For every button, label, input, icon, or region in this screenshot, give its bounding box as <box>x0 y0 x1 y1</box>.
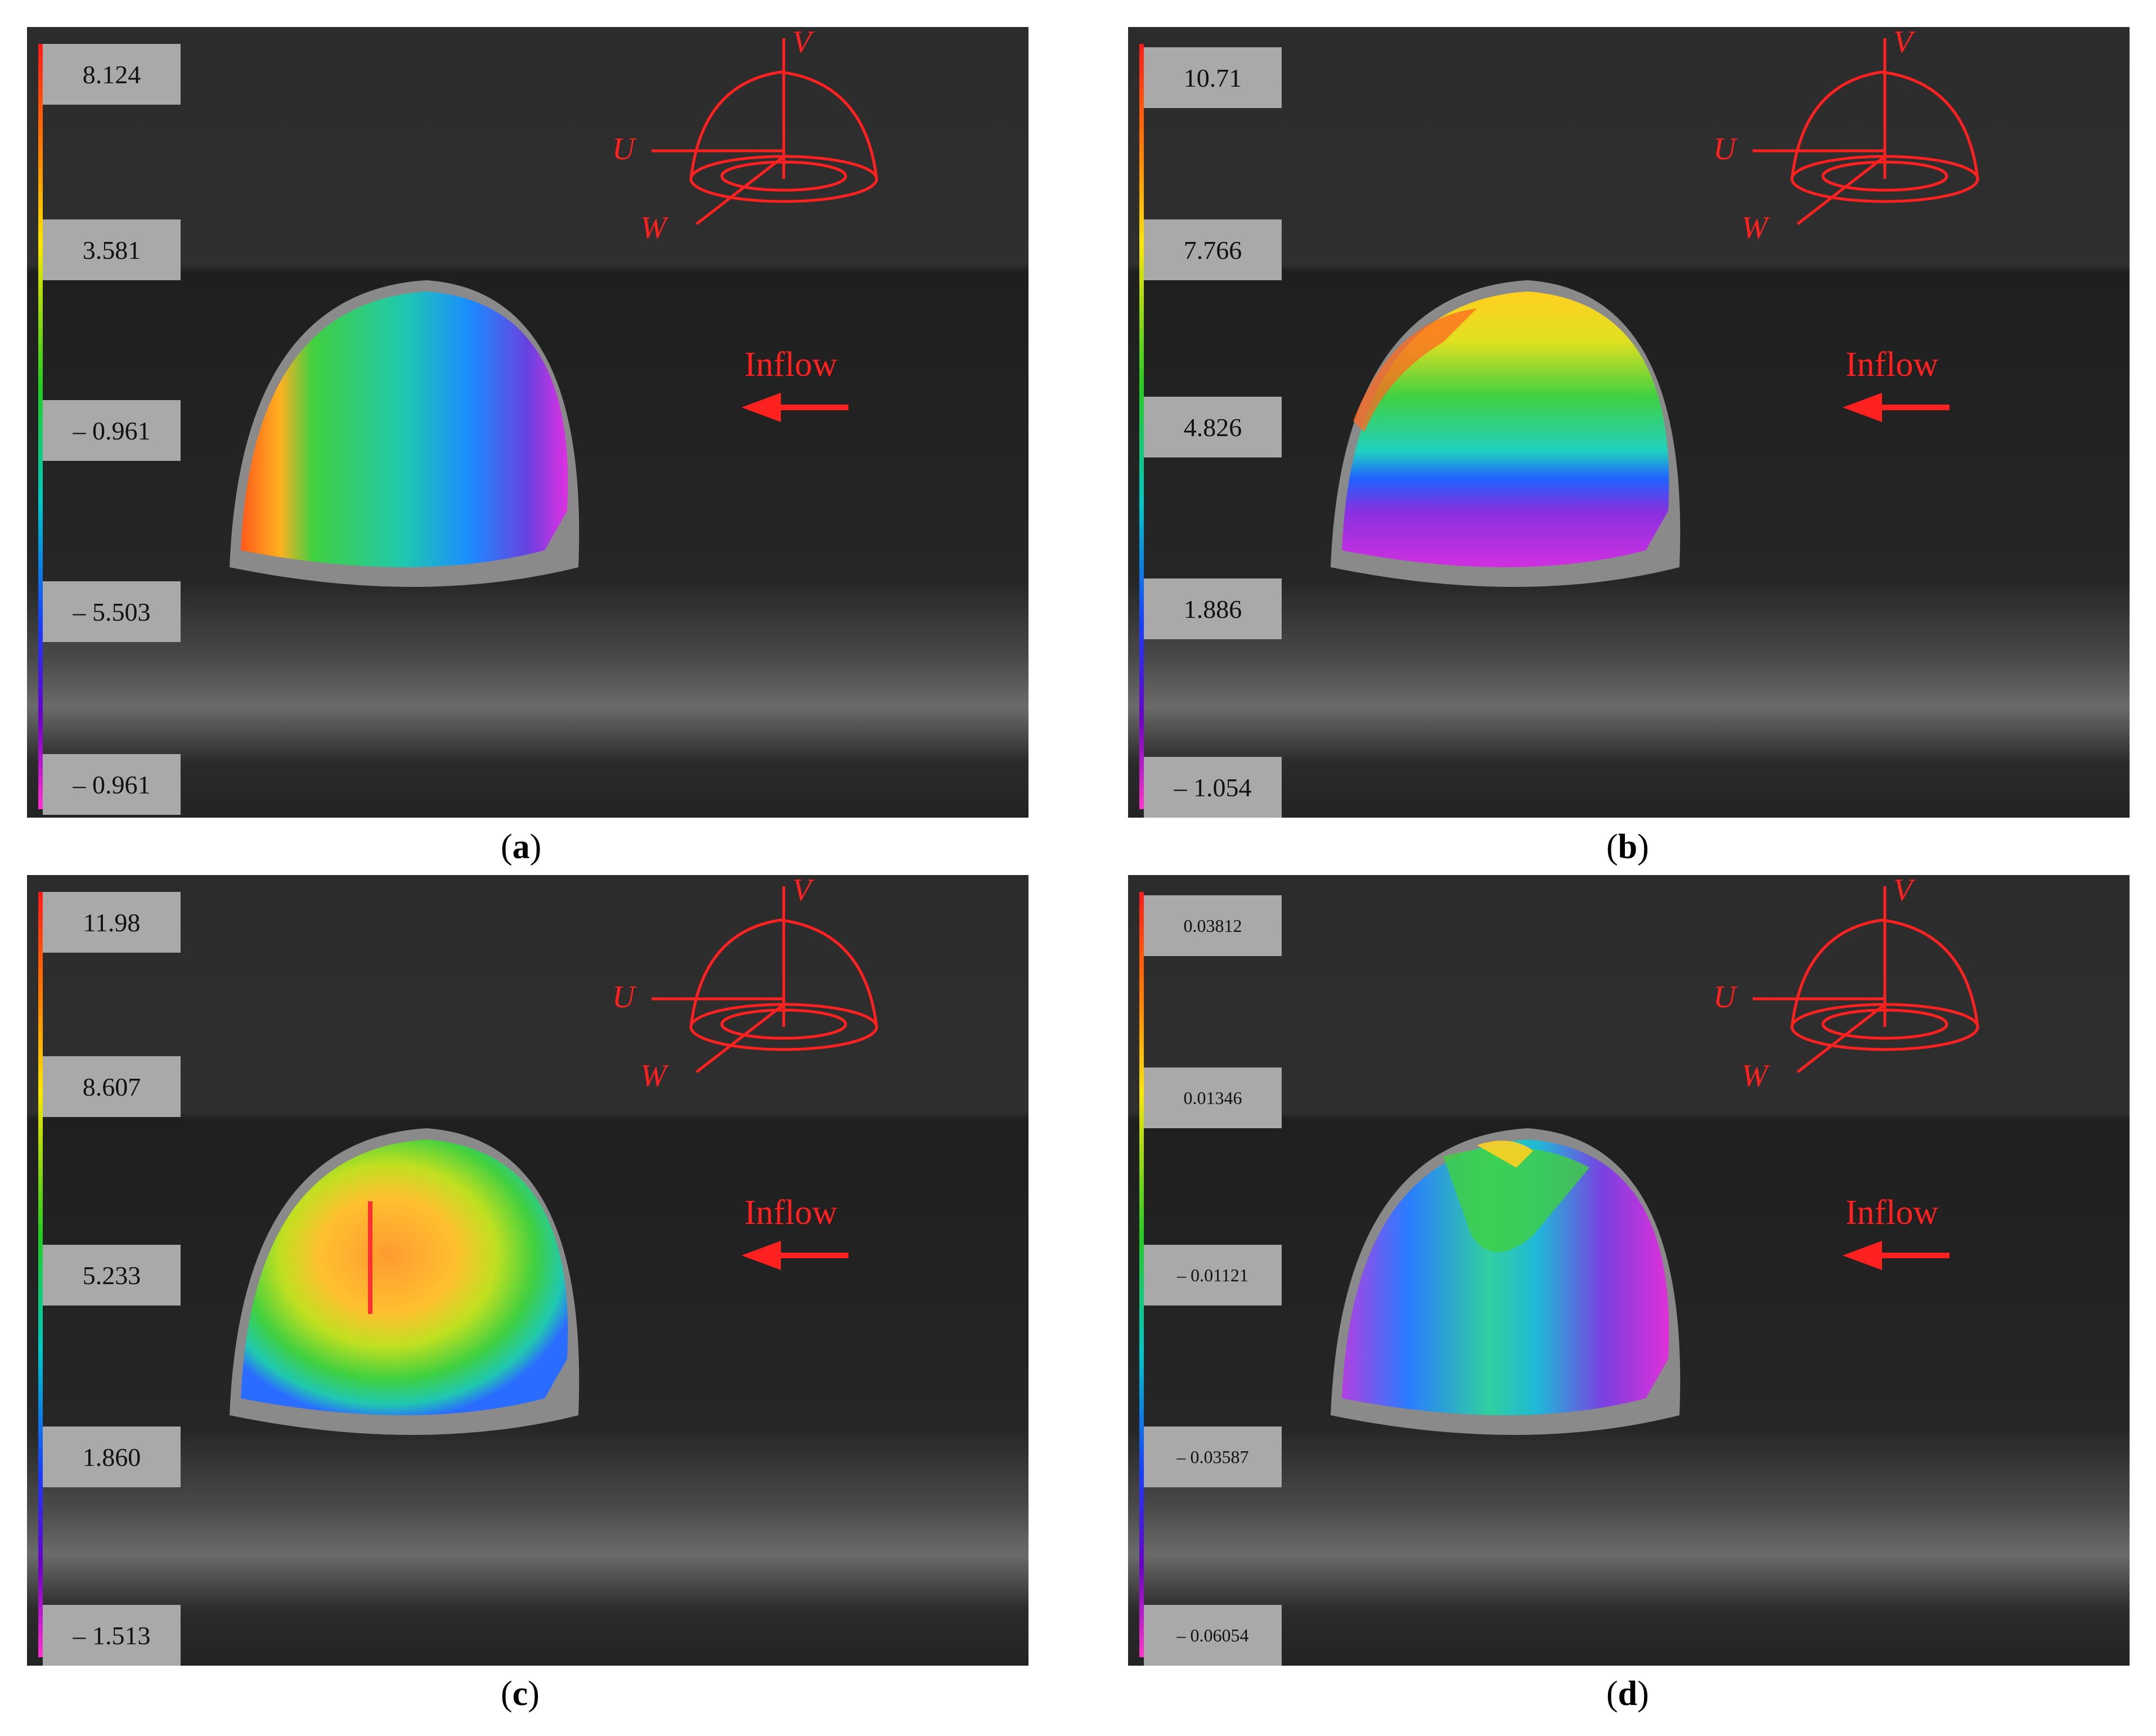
inflow-label: Inflow <box>1845 1194 1939 1232</box>
panel-c: V U W Inflow 11.98 8.607 5.233 1.860 – 1… <box>27 875 1028 1666</box>
legend-tick: – 0.01121 <box>1144 1245 1282 1306</box>
colorbar <box>1139 44 1144 809</box>
axis-w-label: W <box>1741 210 1770 245</box>
caption-d: (d) <box>1606 1675 1649 1713</box>
legend-tick: 4.826 <box>1144 397 1282 457</box>
axis-u-label: U <box>1713 132 1738 167</box>
axes-diagram-c: V U W <box>612 875 878 1270</box>
panel-b: V U W Inflow 10.71 7.766 4.826 1.886 – 1… <box>1128 27 2130 818</box>
dome-strain-field-a <box>230 280 580 587</box>
legend-tick: – 0.06054 <box>1144 1605 1282 1666</box>
legend-tick: – 0.961 <box>43 754 181 815</box>
legend-tick: 3.581 <box>43 219 181 280</box>
inflow-label: Inflow <box>744 1194 838 1232</box>
inflow-arrow-icon <box>1843 393 1882 422</box>
axis-w-label: W <box>640 210 669 245</box>
axis-w-label: W <box>640 1058 669 1093</box>
legend-tick: 1.886 <box>1144 578 1282 639</box>
legend-tick: 0.01346 <box>1144 1067 1282 1128</box>
colorbar <box>1139 892 1144 1657</box>
panel-a: V U W Inflow 8.124 3.581 – 0.961 – 5.503… <box>27 27 1028 818</box>
axis-u-label: U <box>612 980 637 1015</box>
legend-tick: 0.03812 <box>1144 895 1282 956</box>
axes-diagram-b: V U W <box>1713 27 1979 422</box>
legend-tick: – 5.503 <box>43 581 181 642</box>
inflow-label: Inflow <box>1845 346 1939 384</box>
axis-w-label: W <box>1741 1058 1770 1093</box>
inflow-label: Inflow <box>744 346 838 384</box>
axes-diagram-a: V U W <box>612 27 878 422</box>
legend-tick: – 1.054 <box>1144 757 1282 818</box>
axis-u-label: U <box>1713 980 1738 1015</box>
panel-d: V U W Inflow 0.03812 0.01346 – 0.01121 –… <box>1128 875 2130 1666</box>
inflow-arrow-icon <box>1843 1241 1882 1270</box>
caption-b: (b) <box>1606 828 1649 866</box>
colorbar <box>38 892 43 1657</box>
caption-a: (a) <box>501 828 542 866</box>
legend-tick: 5.233 <box>43 1245 181 1306</box>
dome-strain-field-d <box>1331 1128 1681 1435</box>
dome-strain-field-c <box>230 1128 580 1435</box>
axis-v-label: V <box>792 875 815 908</box>
colorbar <box>38 44 43 809</box>
axis-v-label: V <box>1893 875 1916 908</box>
axes-diagram-d: V U W <box>1713 875 1979 1270</box>
legend-tick: 10.71 <box>1144 47 1282 108</box>
inflow-arrow-icon <box>742 1241 781 1270</box>
dome-strain-field-b <box>1331 280 1681 587</box>
legend-tick: 11.98 <box>43 892 181 953</box>
caption-c: (c) <box>501 1675 540 1713</box>
axis-u-label: U <box>612 132 637 167</box>
legend-tick: 7.766 <box>1144 219 1282 280</box>
axis-v-label: V <box>1893 27 1916 60</box>
legend-tick: – 0.961 <box>43 400 181 461</box>
legend-tick: – 1.513 <box>43 1605 181 1666</box>
legend-tick: 8.124 <box>43 44 181 105</box>
legend-tick: 8.607 <box>43 1056 181 1117</box>
axis-v-label: V <box>792 27 815 60</box>
legend-tick: 1.860 <box>43 1427 181 1487</box>
inflow-arrow-icon <box>742 393 781 422</box>
legend-tick: – 0.03587 <box>1144 1427 1282 1487</box>
